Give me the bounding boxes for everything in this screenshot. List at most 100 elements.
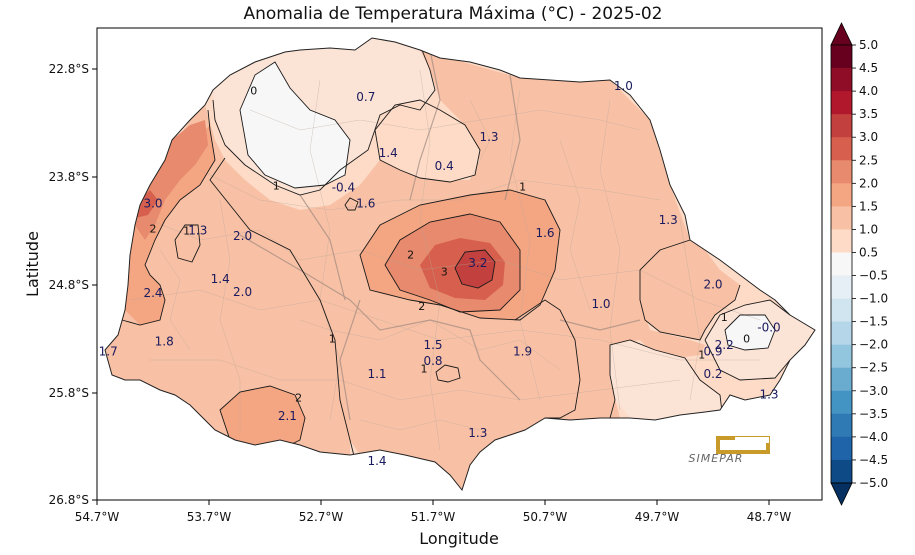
contour-1-west [209, 157, 356, 461]
x-tick-label: 53.7°W [187, 510, 232, 524]
colorbar-segment [831, 298, 852, 323]
y-axis-ticks: 22.8°S 23.8°S 24.8°S 25.8°S 26.8°S [49, 62, 97, 507]
colorbar-tick-label: −2.0 [859, 338, 888, 352]
contour-3-central [454, 249, 496, 289]
colorbar-tick-label: 5.0 [859, 38, 878, 52]
colorbar-segment [831, 321, 852, 346]
colorbar-tick-label: 1.0 [859, 222, 878, 236]
colorbar-tick-label: −0.5 [859, 269, 888, 283]
station-value-label: -0.0 [757, 321, 780, 335]
contour-1-north [374, 99, 481, 183]
region-se-2 [515, 300, 580, 418]
station-value-label: 1.9 [513, 344, 532, 358]
station-value-label: 1.4 [211, 272, 230, 286]
colorbar-frame [830, 44, 853, 484]
contour-2-east [639, 239, 741, 341]
contour-value-label: 1 [421, 363, 428, 376]
colorbar-segment [831, 91, 852, 115]
station-value-label: 1.7 [99, 344, 118, 358]
station-value-label: 1.1 [367, 367, 386, 381]
x-tick-label: 48.7°W [747, 510, 792, 524]
colorbar-top-extend [830, 22, 853, 46]
region-se-cold [610, 340, 720, 420]
station-value-label: -0.4 [332, 181, 355, 195]
contour-1-pocket [174, 224, 201, 263]
contour-value-label: 2 [407, 248, 414, 261]
station-value-label: 1.3 [479, 130, 498, 144]
colorbar-segment [831, 114, 852, 138]
contour-value-label: 2 [150, 223, 157, 236]
y-axis-label: Latitude [23, 231, 42, 297]
contour-0-nw [239, 61, 351, 189]
contour-1-small-pocket [435, 364, 461, 383]
colorbar-tick-label: 1.5 [859, 199, 878, 213]
x-axis-ticks: 54.7°W 53.7°W 52.7°W 51.7°W 50.7°W 49.7°W 48.7… [75, 500, 792, 524]
x-axis-label: Longitude [419, 529, 499, 548]
region-sw-blob [220, 386, 305, 450]
municipal-boundaries [129, 69, 761, 451]
station-value-label: 1.8 [155, 335, 174, 349]
station-value-label: 0.8 [423, 354, 442, 368]
contour-value-label: 3 [441, 266, 448, 279]
station-value-label: 3.0 [143, 197, 162, 211]
contour-value-label: 1 [519, 180, 526, 193]
colorbar-tick-label: −4.0 [859, 430, 888, 444]
station-value-label: 2.1 [278, 409, 297, 423]
contour-value-label: 1 [698, 349, 705, 362]
map-title: Anomalia de Temperatura Máxima (°C) - 20… [244, 4, 663, 24]
colorbar-tick-label: −1.5 [859, 315, 888, 329]
region-north-pocket [375, 100, 480, 182]
x-tick-label: 54.7°W [75, 510, 120, 524]
y-tick-label: 26.8°S [49, 493, 89, 507]
y-tick-label: 24.8°S [49, 278, 89, 292]
contour-2-se [514, 299, 581, 419]
region-13-pocket [175, 225, 200, 262]
contour-16-pocket [344, 197, 359, 211]
contour-value-label: 2 [295, 392, 302, 405]
station-value-label: 3.2 [468, 256, 487, 270]
contour-value-label: 0 [250, 85, 257, 98]
contour-labels: 0 1 1 1 2 2 3 2 1 1 0 1 1 2 [150, 85, 751, 405]
colorbar-segment [831, 229, 852, 253]
logo-text: SIMEPAR [689, 452, 744, 465]
colorbar-tick-label: −3.5 [859, 407, 888, 421]
x-tick-label: 51.7°W [411, 510, 456, 524]
colorbar [830, 22, 853, 506]
simepar-logo: SIMEPAR [689, 436, 770, 465]
colorbar-segment [831, 275, 852, 300]
colorbar-segment [831, 45, 852, 69]
x-tick-label: 50.7°W [523, 510, 568, 524]
y-tick-label: 22.8°S [49, 62, 89, 76]
colorbar-bottom-extend [830, 482, 853, 506]
state-outline [104, 37, 816, 492]
contour-value-label: 2 [418, 300, 425, 313]
contour-1-nw [212, 49, 436, 196]
contour-2-central [384, 213, 521, 313]
station-values: 0.7 1.0 1.3 1.4 0.4 -0.4 3.0 1.6 1.3 1.3 2.0 1.6 3.2… [99, 79, 781, 468]
station-value-label: 1.0 [591, 297, 610, 311]
regional-boundaries [239, 49, 641, 421]
colorbar-tick-label: −3.0 [859, 384, 888, 398]
station-value-label: 1.3 [188, 224, 207, 238]
station-value-label: 2.4 [143, 286, 162, 300]
colorbar-tick-label: 3.0 [859, 130, 878, 144]
region-nw-zero [240, 62, 350, 188]
colorbar-segment [831, 436, 852, 461]
contour-1-se-cold [609, 339, 723, 419]
colorbar-segment [831, 252, 852, 277]
region-2to25-west [125, 125, 215, 325]
station-value-label: 1.3 [659, 213, 678, 227]
colorbar-segment [831, 367, 852, 392]
contour-value-label: 0 [743, 332, 750, 345]
logo-mark-gap [735, 437, 769, 443]
contour-value-label: 1 [183, 225, 190, 238]
contour-value-label: 1 [329, 332, 336, 345]
colorbar-tick-label: 4.5 [859, 61, 878, 75]
colorbar-segment [831, 459, 852, 484]
y-tick-label: 23.8°S [49, 170, 89, 184]
station-value-label: 1.4 [379, 146, 398, 160]
colorbar-tick-label: 2.0 [859, 176, 878, 190]
station-value-label: 1.3 [759, 387, 778, 401]
region-coast-zero [725, 315, 775, 350]
